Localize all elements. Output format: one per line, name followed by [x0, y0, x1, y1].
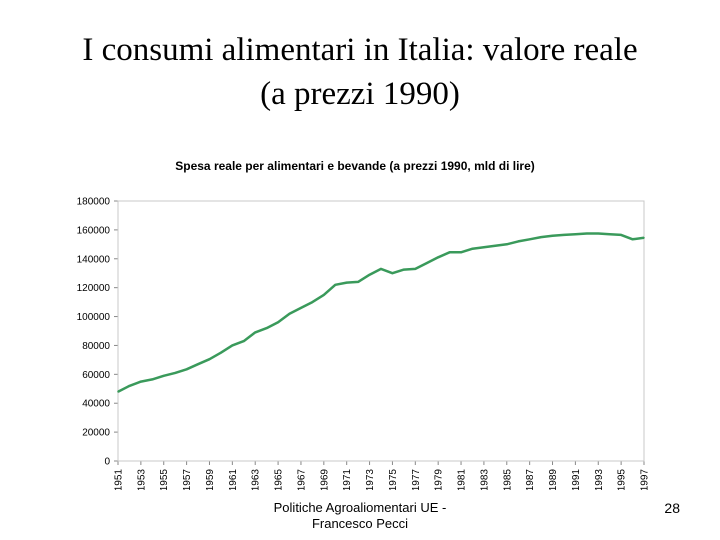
- data-point: [586, 232, 588, 235]
- data-point: [448, 251, 451, 254]
- line-chart: Spesa reale per alimentari e bevande (a …: [77, 159, 651, 490]
- data-point: [197, 363, 199, 365]
- data-point: [334, 284, 337, 286]
- data-point: [151, 378, 154, 381]
- x-tick-label: 1975: [388, 469, 399, 490]
- x-tick-label: 1951: [114, 469, 125, 490]
- data-point: [528, 238, 531, 241]
- data-point: [517, 240, 519, 243]
- series-line: [117, 232, 645, 393]
- y-tick-label: 120000: [77, 283, 111, 294]
- y-tick-label: 40000: [82, 399, 110, 410]
- x-tick-label: 1983: [479, 469, 490, 490]
- data-point: [425, 262, 428, 264]
- chart-title: Spesa reale per alimentari e bevande (a …: [175, 159, 535, 173]
- slide-title-line-1: I consumi alimentari in Italia: valore r…: [82, 32, 638, 68]
- x-tick-label: 1977: [411, 469, 422, 490]
- x-tick-label: 1961: [228, 469, 239, 490]
- data-point: [471, 247, 474, 250]
- x-tick-label: 1955: [159, 469, 170, 490]
- data-point: [643, 237, 645, 239]
- data-point: [391, 272, 394, 274]
- data-point: [437, 256, 440, 259]
- y-tick-label: 160000: [77, 225, 111, 236]
- y-tick-label: 180000: [77, 197, 111, 208]
- data-point: [117, 390, 119, 393]
- data-point: [506, 243, 508, 246]
- data-point: [368, 273, 371, 276]
- x-tick-label: 1989: [548, 469, 559, 490]
- x-tick-label: 1979: [434, 469, 445, 490]
- slide-title: I consumi alimentari in Italia: valore r…: [0, 28, 720, 116]
- data-point: [220, 351, 222, 354]
- data-point: [597, 232, 600, 235]
- data-point: [174, 372, 176, 374]
- x-tick-label: 1953: [136, 469, 147, 490]
- data-point: [243, 340, 245, 342]
- data-point: [631, 238, 634, 241]
- data-point: [254, 331, 256, 334]
- y-tick-label: 20000: [82, 428, 110, 439]
- y-tick-label: 60000: [82, 370, 110, 381]
- data-point: [620, 234, 622, 236]
- page-number: 28: [664, 500, 680, 516]
- data-point: [494, 245, 497, 247]
- x-tick-label: 1993: [594, 469, 605, 490]
- x-tick-label: 1997: [640, 469, 651, 490]
- y-tick-label: 100000: [77, 312, 111, 323]
- x-tick-label: 1973: [365, 469, 376, 490]
- x-tick-label: 1985: [502, 469, 513, 490]
- data-point: [231, 344, 234, 347]
- x-tick-label: 1987: [525, 469, 536, 490]
- data-point: [403, 268, 405, 271]
- data-point: [128, 385, 131, 387]
- x-tick-label: 1959: [205, 469, 216, 490]
- x-tick-label: 1969: [319, 469, 330, 490]
- data-point: [185, 368, 188, 371]
- y-tick-label: 80000: [82, 341, 110, 352]
- x-tick-label: 1965: [274, 469, 285, 490]
- data-point: [574, 233, 577, 235]
- plot-area: [117, 200, 645, 462]
- y-axis: 0 20000 40000 60000 80000 100000 120000 140000 1…: [77, 197, 118, 468]
- x-tick-label: 1971: [342, 469, 353, 490]
- data-point: [140, 380, 142, 383]
- data-point: [608, 233, 611, 235]
- plot-border: [117, 200, 645, 462]
- data-point: [414, 268, 417, 270]
- data-point: [208, 358, 211, 360]
- data-point: [563, 234, 565, 236]
- data-point: [357, 281, 359, 283]
- data-point: [551, 234, 554, 237]
- x-axis: 1951 1953 1955 1957 1959 1961 1963 1965 1967 1969…: [114, 461, 651, 490]
- data-point: [380, 268, 382, 270]
- slide-title-line-2: (a prezzi 1990): [260, 76, 460, 112]
- data-point: [323, 294, 325, 296]
- data-point: [483, 246, 485, 248]
- data-point: [300, 307, 302, 309]
- data-point: [162, 375, 165, 377]
- data-point: [345, 281, 348, 284]
- footer-line-1: Politiche Agroaliomentari UE -: [273, 500, 447, 515]
- x-tick-label: 1967: [296, 469, 307, 490]
- x-tick-label: 1981: [457, 469, 468, 490]
- data-point: [277, 321, 279, 324]
- x-tick-label: 1963: [251, 469, 262, 490]
- data-point: [265, 327, 268, 329]
- y-tick-label: 140000: [77, 254, 111, 265]
- data-point: [311, 301, 314, 303]
- data-point: [460, 251, 462, 254]
- footer-line-2: Francesco Pecci: [311, 516, 409, 531]
- footer: Politiche Agroaliomentari UE - Francesco…: [230, 500, 490, 532]
- data-point: [288, 312, 291, 315]
- x-tick-label: 1957: [182, 469, 193, 490]
- x-tick-label: 1991: [571, 469, 582, 490]
- y-tick-label: 0: [104, 457, 110, 468]
- data-point: [540, 236, 542, 238]
- x-tick-label: 1995: [617, 469, 628, 490]
